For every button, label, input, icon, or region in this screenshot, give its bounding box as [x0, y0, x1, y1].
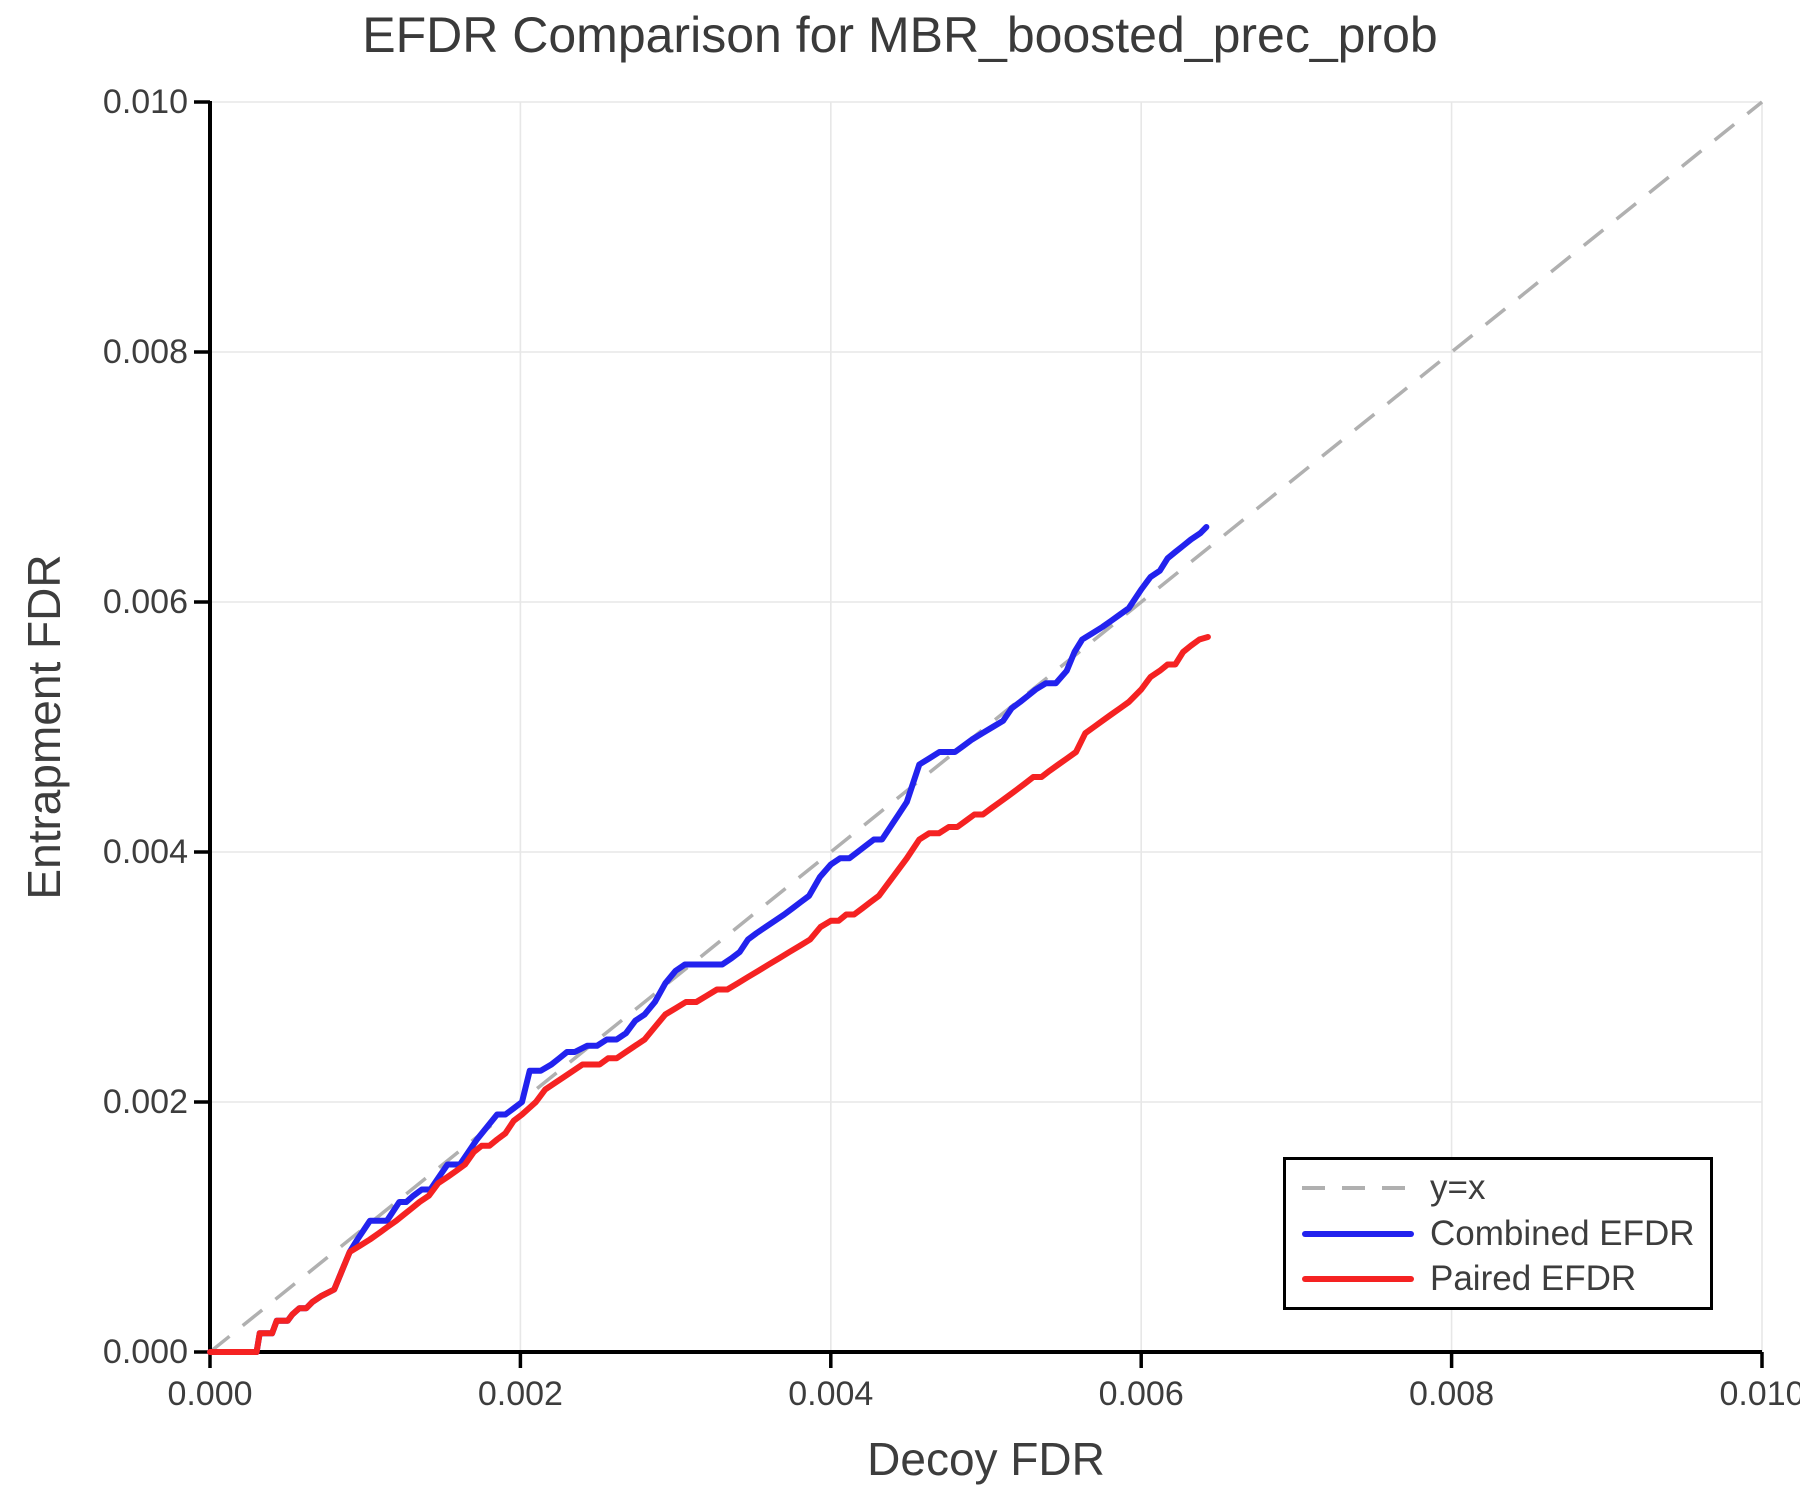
blue-line-sample-icon: [1302, 1230, 1414, 1237]
x-tick-label: 0.004: [788, 1375, 874, 1413]
red-line-sample-icon: [1302, 1276, 1414, 1283]
chart-title: EFDR Comparison for MBR_boosted_prec_pro…: [362, 7, 1438, 63]
y-tick-label: 0.010: [102, 83, 188, 121]
x-tick-label: 0.000: [167, 1375, 253, 1413]
legend-item-combined-efdr: Combined EFDR: [1302, 1213, 1710, 1253]
x-tick-label: 0.002: [477, 1375, 563, 1413]
y-tick-label: 0.004: [102, 833, 188, 871]
x-tick-label: 0.008: [1409, 1375, 1495, 1413]
legend-label: Combined EFDR: [1430, 1213, 1695, 1253]
dashed-line-sample-icon: [1302, 1185, 1414, 1190]
x-tick-label: 0.006: [1098, 1375, 1184, 1413]
y-tick-label: 0.008: [102, 333, 188, 371]
legend-item-y-equals-x: y=x: [1302, 1167, 1710, 1207]
x-axis-title: Decoy FDR: [867, 1433, 1105, 1485]
y-tick-label: 0.006: [102, 583, 188, 621]
legend: y=x Combined EFDR Paired EFDR: [1283, 1157, 1713, 1310]
legend-label: Paired EFDR: [1430, 1259, 1637, 1299]
x-tick-label: 0.010: [1719, 1375, 1800, 1413]
y-tick-label: 0.002: [102, 1083, 188, 1121]
legend-item-paired-efdr: Paired EFDR: [1302, 1261, 1710, 1297]
y-tick-label: 0.000: [102, 1333, 188, 1371]
legend-label: y=x: [1430, 1167, 1486, 1207]
